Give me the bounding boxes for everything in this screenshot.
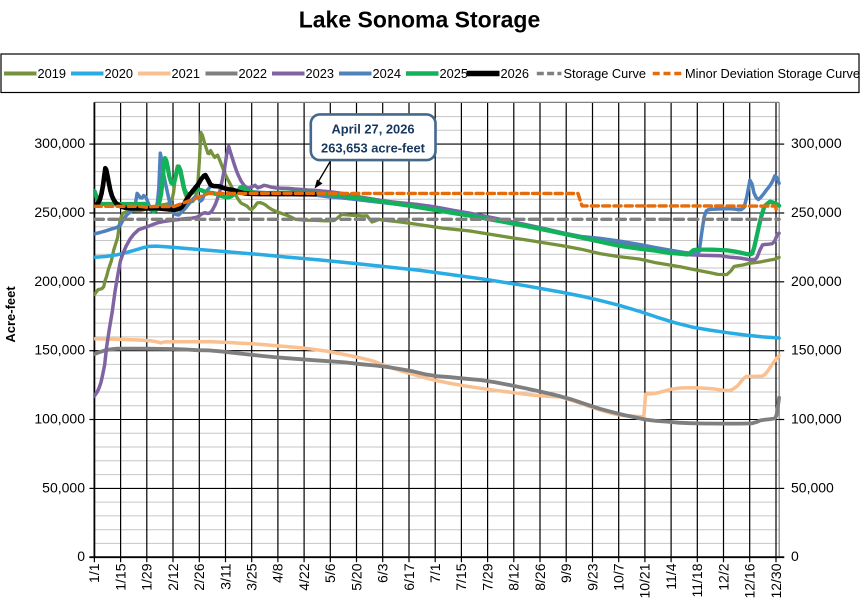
svg-text:11/4: 11/4 bbox=[663, 563, 679, 589]
svg-text:3/11: 3/11 bbox=[217, 563, 233, 589]
svg-text:5/6: 5/6 bbox=[322, 563, 338, 583]
svg-text:2024: 2024 bbox=[373, 66, 401, 81]
svg-text:10/21: 10/21 bbox=[637, 563, 653, 598]
svg-text:Acre-feet: Acre-feet bbox=[3, 286, 18, 343]
svg-text:2021: 2021 bbox=[172, 66, 200, 81]
svg-text:8/26: 8/26 bbox=[532, 563, 548, 590]
svg-text:April 27, 2026: April 27, 2026 bbox=[331, 122, 414, 137]
svg-text:Lake Sonoma Storage: Lake Sonoma Storage bbox=[299, 7, 541, 33]
svg-text:150,000: 150,000 bbox=[34, 342, 85, 358]
svg-text:4/8: 4/8 bbox=[270, 563, 286, 583]
svg-text:9/23: 9/23 bbox=[584, 563, 600, 590]
svg-text:150,000: 150,000 bbox=[791, 342, 842, 358]
svg-text:200,000: 200,000 bbox=[34, 273, 85, 289]
svg-text:300,000: 300,000 bbox=[34, 135, 85, 151]
svg-text:2019: 2019 bbox=[38, 66, 66, 81]
svg-text:1/15: 1/15 bbox=[112, 563, 128, 590]
svg-text:5/20: 5/20 bbox=[348, 563, 364, 590]
svg-text:7/15: 7/15 bbox=[453, 563, 469, 590]
svg-text:250,000: 250,000 bbox=[34, 204, 85, 220]
svg-text:50,000: 50,000 bbox=[42, 479, 85, 495]
svg-text:2023: 2023 bbox=[306, 66, 334, 81]
svg-text:10/7: 10/7 bbox=[611, 563, 627, 590]
svg-text:1/29: 1/29 bbox=[139, 563, 155, 590]
svg-text:100,000: 100,000 bbox=[791, 411, 842, 427]
svg-text:2/12: 2/12 bbox=[165, 563, 181, 590]
svg-text:250,000: 250,000 bbox=[791, 204, 842, 220]
svg-text:50,000: 50,000 bbox=[791, 479, 834, 495]
svg-text:2020: 2020 bbox=[105, 66, 133, 81]
svg-text:7/29: 7/29 bbox=[479, 563, 495, 590]
svg-text:100,000: 100,000 bbox=[34, 411, 85, 427]
svg-text:263,653 acre-feet: 263,653 acre-feet bbox=[321, 141, 426, 156]
svg-text:6/3: 6/3 bbox=[375, 563, 391, 583]
svg-text:12/30: 12/30 bbox=[768, 563, 784, 598]
svg-text:2/26: 2/26 bbox=[191, 563, 207, 590]
svg-text:300,000: 300,000 bbox=[791, 135, 842, 151]
svg-text:11/18: 11/18 bbox=[689, 563, 705, 597]
svg-text:12/16: 12/16 bbox=[742, 563, 758, 598]
svg-text:7/1: 7/1 bbox=[427, 563, 443, 583]
svg-text:0: 0 bbox=[77, 548, 85, 564]
svg-text:3/25: 3/25 bbox=[244, 563, 260, 590]
svg-text:8/12: 8/12 bbox=[506, 563, 522, 590]
svg-text:0: 0 bbox=[791, 548, 799, 564]
svg-text:1/1: 1/1 bbox=[86, 563, 102, 583]
svg-text:200,000: 200,000 bbox=[791, 273, 842, 289]
svg-text:6/17: 6/17 bbox=[401, 563, 417, 590]
svg-text:2026: 2026 bbox=[501, 66, 529, 81]
svg-text:9/9: 9/9 bbox=[558, 563, 574, 583]
svg-text:Storage Curve: Storage Curve bbox=[564, 66, 647, 81]
svg-text:4/22: 4/22 bbox=[296, 563, 312, 590]
svg-text:2022: 2022 bbox=[239, 66, 267, 81]
svg-text:Minor Deviation Storage Curve: Minor Deviation Storage Curve bbox=[685, 66, 860, 81]
svg-text:2025: 2025 bbox=[440, 66, 468, 81]
svg-text:12/2: 12/2 bbox=[715, 563, 731, 590]
